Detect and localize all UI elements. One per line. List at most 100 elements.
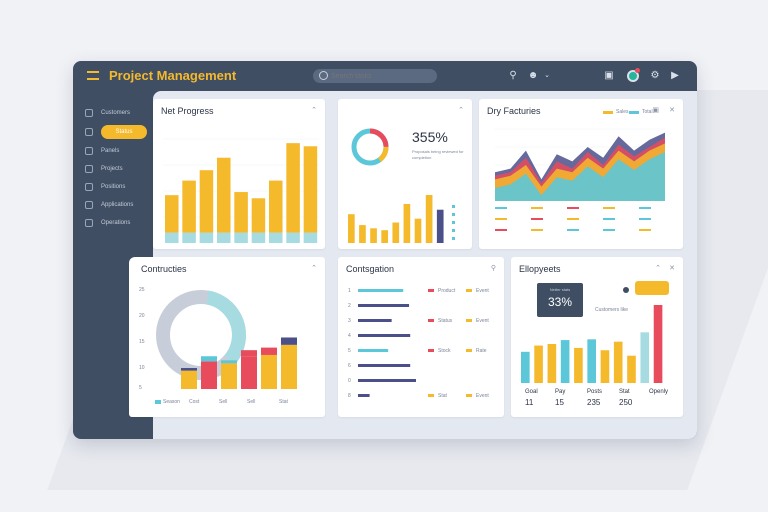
conversation-list: 1 Product Event 2 3 Status Event 4 5 Stock Rate 6 0 8…	[348, 288, 489, 399]
legend-dot	[452, 221, 455, 224]
footer-value: 250	[619, 398, 633, 407]
bar-top	[181, 368, 197, 371]
chevron-down-icon[interactable]: ⌄	[544, 72, 550, 79]
row-tag-swatch	[428, 349, 434, 352]
mini-bar	[639, 218, 651, 220]
search-icon[interactable]: ⚲	[509, 70, 517, 81]
play-icon[interactable]: ▶	[671, 70, 679, 81]
bar	[221, 363, 237, 389]
donut-segment	[156, 290, 246, 380]
sidebar-item-label: Customers	[101, 110, 131, 116]
row-tag: Event	[476, 288, 489, 294]
y-tick: 10	[139, 365, 145, 371]
mini-bar	[531, 218, 543, 220]
chevron-up-icon[interactable]: ⌃	[458, 107, 464, 114]
search-icon	[319, 71, 328, 80]
home-icon	[85, 109, 93, 117]
avatar[interactable]	[627, 70, 639, 82]
bar	[587, 339, 596, 383]
close-icon[interactable]: ✕	[669, 107, 675, 114]
day-features-mini-rows	[495, 207, 651, 231]
chevron-up-icon[interactable]: ⌃	[311, 265, 317, 272]
footer-value: 235	[587, 398, 601, 407]
row-bar	[358, 289, 404, 292]
bar-base	[165, 232, 179, 243]
bar	[600, 350, 610, 383]
bar	[201, 361, 217, 389]
bar-base	[199, 232, 214, 243]
sidebar-item-operations[interactable]: Operations	[85, 217, 130, 229]
bar	[381, 230, 388, 243]
close-icon[interactable]: ✕	[669, 265, 675, 272]
mini-bar	[495, 229, 507, 231]
sidebar-item-positions[interactable]: Positions	[85, 181, 125, 193]
search-input[interactable]	[331, 70, 431, 82]
sidebar-item-status[interactable]	[85, 126, 101, 138]
legend-dot	[452, 205, 455, 208]
sidebar-item-label: Applications	[101, 202, 134, 208]
bar	[359, 225, 366, 243]
kpi-label: Netter stats	[549, 287, 571, 292]
bar	[182, 180, 196, 233]
chevron-up-icon[interactable]: ⌃	[311, 107, 317, 114]
bar	[627, 355, 636, 383]
callout-pill	[635, 281, 669, 295]
sidebar-item-projects[interactable]: Projects	[85, 163, 123, 175]
y-tick: 20	[139, 313, 145, 319]
user-icon[interactable]: ☻	[527, 70, 539, 81]
legend-swatch	[603, 111, 613, 114]
sidebar-item-applications[interactable]: Applications	[85, 199, 133, 211]
row-bar	[358, 364, 411, 367]
bar	[286, 143, 300, 233]
row-number: 0	[348, 378, 351, 384]
top-bar: Project Management ⚲ ☻ ⌄ ▣ ⚙ ▶	[73, 61, 697, 91]
bar	[234, 192, 248, 233]
row-number: 3	[348, 318, 351, 324]
kpi-value: 33%	[547, 295, 573, 309]
sidebar-item-label: Operations	[101, 220, 131, 226]
mini-bar	[495, 207, 507, 209]
row-number: 2	[348, 303, 351, 309]
bar	[560, 340, 570, 383]
legend-dot	[452, 237, 455, 240]
row-tag: Product	[438, 288, 456, 294]
bar	[348, 214, 355, 243]
bar	[653, 305, 663, 383]
footer-value: 15	[555, 398, 564, 407]
bar-base	[286, 232, 300, 243]
sidebar-item-label: Panels	[101, 148, 120, 154]
app-window: Project Management ⚲ ☻ ⌄ ▣ ⚙ ▶ Customers…	[73, 61, 697, 439]
bar-top	[261, 347, 277, 355]
row-tag-swatch	[428, 319, 434, 322]
menu-icon[interactable]	[87, 71, 99, 80]
footer-label: Openly	[649, 389, 669, 395]
mini-bar	[567, 207, 579, 209]
card-title: Ellopyeets	[519, 264, 561, 274]
row-tag-swatch	[466, 394, 472, 397]
row-tag-swatch	[428, 289, 434, 292]
chevron-up-icon[interactable]: ⌃	[655, 265, 661, 272]
row-number: 1	[348, 288, 351, 294]
settings-icon[interactable]: ⚙	[650, 70, 660, 81]
app-title: Project Management	[109, 68, 237, 83]
search-bar[interactable]	[313, 69, 437, 83]
clipboard-icon[interactable]: ▣	[604, 70, 614, 81]
card-employees: Ellopyeets ⌃ ✕ Netter stats 33% Customer…	[511, 257, 683, 417]
clipboard-icon[interactable]: ▣	[652, 107, 659, 114]
sidebar-item-panels[interactable]: Panels	[85, 145, 119, 157]
sidebar-active-pill[interactable]: Status	[101, 125, 147, 139]
y-tick: 15	[139, 339, 145, 345]
bar	[392, 222, 400, 243]
row-tag: Status	[438, 318, 453, 324]
row-bar	[358, 349, 389, 352]
search-icon[interactable]: ⚲	[490, 265, 496, 272]
bar-top	[201, 356, 217, 362]
donut-segment-red	[351, 128, 389, 166]
row-bar	[358, 379, 416, 382]
bar	[269, 180, 283, 233]
card-net-progress: Net Progress ⌃	[153, 99, 325, 249]
sidebar-item-customers[interactable]: Customers	[85, 107, 130, 119]
bar	[414, 218, 422, 243]
mini-bar	[531, 207, 543, 209]
net-progress-chart	[163, 138, 319, 243]
